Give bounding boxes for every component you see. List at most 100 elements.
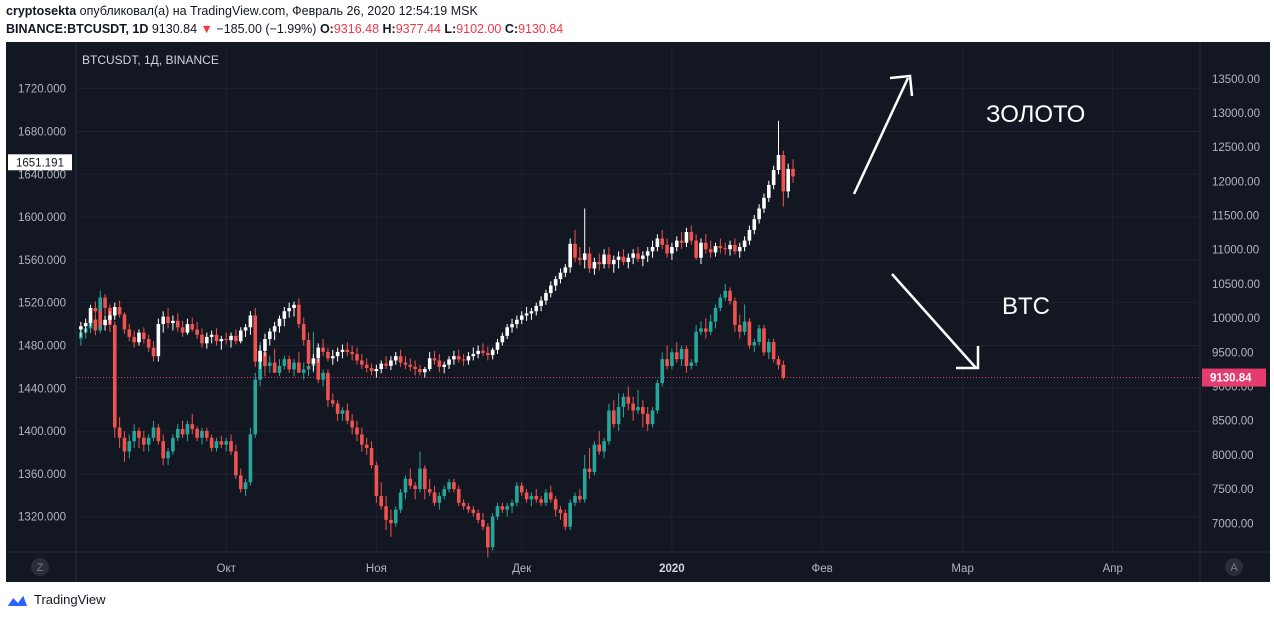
btc-candle xyxy=(345,410,350,421)
gold-candle xyxy=(742,240,747,248)
gold-candle xyxy=(253,315,258,362)
btc-candle xyxy=(350,420,354,428)
left-tick-label: 1600.000 xyxy=(18,212,66,224)
gold-candle xyxy=(645,251,650,256)
btc-annotation: BTC xyxy=(1002,293,1050,320)
gold-candle xyxy=(665,244,669,254)
btc-candle xyxy=(321,372,325,380)
btc-candle xyxy=(641,407,645,414)
price-chart[interactable]: 1320.000 1360.000 1400.000 1440.000 1480.000… xyxy=(6,42,1270,582)
btc-candle xyxy=(180,428,185,435)
down-arrow-head xyxy=(956,346,980,370)
btc-candle xyxy=(224,441,228,445)
btc-candle xyxy=(752,342,757,346)
left-tick-label: 1360.000 xyxy=(18,469,66,481)
gold-annotation: ЗОЛОТО xyxy=(986,101,1085,128)
left-tick-label: 1520.000 xyxy=(18,298,66,310)
time-axis[interactable]: Окт Ноя Дек 2020 Фев Мар Апр Z A xyxy=(31,558,1243,576)
gold-candle xyxy=(88,308,93,324)
btc-candle xyxy=(767,342,771,353)
footer-brand[interactable]: TradingView xyxy=(34,592,106,607)
gold-candle xyxy=(364,364,369,368)
btc-candle xyxy=(452,482,456,490)
time-tick-label: Ноя xyxy=(366,563,387,575)
btc-candle xyxy=(636,407,640,411)
btc-candle xyxy=(398,492,403,510)
publisher-name[interactable]: cryptosekta xyxy=(6,4,77,18)
btc-candle xyxy=(679,348,684,360)
btc-candle xyxy=(103,297,107,308)
gold-candle xyxy=(345,349,350,352)
right-tick-label: 11500.00 xyxy=(1212,211,1259,223)
left-tick-label: 1440.000 xyxy=(18,383,66,395)
gold-candle xyxy=(534,305,539,312)
btc-candle xyxy=(360,434,364,445)
btc-candle xyxy=(161,441,166,459)
gold-candle xyxy=(519,315,524,320)
btc-candle xyxy=(146,437,151,445)
btc-candle xyxy=(403,478,408,493)
close-value: 9130.84 xyxy=(518,22,564,36)
btc-candle xyxy=(326,372,330,401)
gold-candle xyxy=(786,168,790,192)
btc-candles xyxy=(79,283,786,558)
gold-candle xyxy=(127,329,132,337)
gold-candle xyxy=(481,350,485,353)
btc-candle xyxy=(607,410,611,442)
right-tick-label: 12500.00 xyxy=(1212,142,1260,154)
btc-candle xyxy=(442,489,447,496)
crosshair-price-badge xyxy=(8,154,72,171)
btc-candle xyxy=(127,441,132,452)
gold-candle xyxy=(185,324,190,333)
btc-candle xyxy=(112,324,117,428)
btc-candle xyxy=(631,403,635,411)
btc-candle xyxy=(379,495,384,507)
left-price-axis[interactable]: 1320.000 1360.000 1400.000 1440.000 1480.000… xyxy=(8,84,72,524)
gold-candle xyxy=(171,320,175,324)
btc-candle xyxy=(771,342,776,360)
gold-candle xyxy=(297,304,301,325)
btc-candle xyxy=(432,492,437,503)
btc-candle xyxy=(369,448,374,466)
gold-candle xyxy=(699,242,703,258)
right-price-axis[interactable]: 7000.007500.008000.008500.009000.009500.… xyxy=(1212,74,1260,531)
gold-candle xyxy=(248,315,253,328)
btc-candle xyxy=(728,290,732,302)
btc-candle xyxy=(708,321,713,332)
btc-candle xyxy=(592,444,597,472)
btc-candle xyxy=(655,383,660,411)
btc-candle xyxy=(418,468,422,490)
btc-candle xyxy=(195,428,199,438)
btc-candle xyxy=(568,502,572,527)
btc-candle xyxy=(558,509,563,514)
gold-candle xyxy=(209,334,214,337)
gold-candle xyxy=(704,242,708,250)
gold-candle xyxy=(447,359,451,365)
btc-candle xyxy=(156,427,161,442)
right-tick-label: 7500.00 xyxy=(1212,484,1254,496)
right-tick-label: 13500.00 xyxy=(1212,74,1260,86)
gold-candle xyxy=(510,324,514,328)
gold-candle xyxy=(166,316,170,324)
gold-candle xyxy=(456,356,461,360)
btc-candle xyxy=(665,359,669,366)
btc-candle xyxy=(519,485,524,493)
gold-candle xyxy=(112,306,117,316)
tradingview-logo-icon xyxy=(6,594,27,606)
btc-candle xyxy=(737,324,742,332)
low-label: L: xyxy=(444,22,457,36)
last-price-line: 9130.84 xyxy=(76,368,1266,387)
gold-candle xyxy=(592,262,597,269)
btc-candle xyxy=(471,509,476,514)
gold-candle xyxy=(660,238,665,245)
gold-candle xyxy=(432,358,437,361)
gold-candle xyxy=(578,257,582,260)
gold-candle xyxy=(292,304,296,309)
gold-candle xyxy=(776,155,781,170)
btc-candle xyxy=(757,328,761,343)
btc-candle xyxy=(776,359,781,365)
chart-panel[interactable]: 1320.000 1360.000 1400.000 1440.000 1480.000… xyxy=(6,42,1270,582)
btc-candle xyxy=(495,506,500,517)
btc-candle xyxy=(694,331,698,363)
gold-candle xyxy=(122,314,127,330)
